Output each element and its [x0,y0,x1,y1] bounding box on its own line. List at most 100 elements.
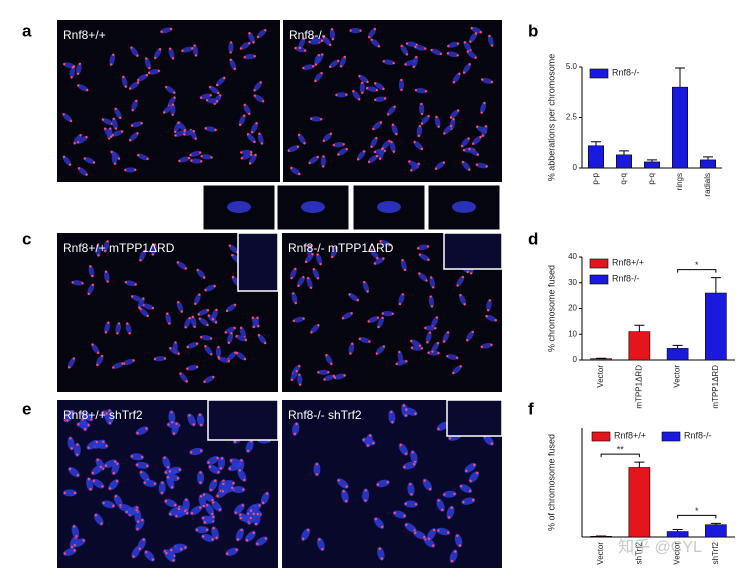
inset [207,399,279,441]
telomere [145,57,148,60]
telomere [165,551,168,555]
chromosome-body [218,356,230,363]
chromosome [196,268,206,279]
telomere [240,151,243,154]
telomere [314,79,317,83]
y-tick-label: 5.0 [566,62,578,71]
chromosome [375,345,386,355]
telomere [101,118,105,121]
chromosome-body [239,326,246,339]
telomere [479,135,482,139]
telomere [219,467,223,470]
chromosome [356,150,366,161]
chromosome-body [452,201,476,213]
telomere [449,116,453,119]
chromosome [90,464,103,476]
telomere [168,322,171,325]
chromosome-body [211,308,218,321]
telomere [128,87,132,90]
chromosome [297,133,306,145]
chromosome-body [184,317,192,329]
telomere [352,89,355,93]
telomere [417,134,421,138]
chromosome-body [257,334,267,345]
telomere [177,352,180,355]
chromosome-body [377,546,385,561]
telomere [177,301,180,304]
telomere [261,501,265,504]
chromosome-body [139,250,146,262]
telomere [390,140,393,144]
telomere [456,109,460,112]
bar [628,467,651,538]
telomere [234,511,238,514]
telomere [442,161,446,164]
telomere [382,87,385,91]
telomere [466,339,469,342]
chromosome [186,342,199,349]
telomere [420,102,423,106]
chromosome [413,140,424,151]
telomere [294,46,297,50]
chromosome-body [449,549,458,563]
telomere [337,153,340,156]
chromosome [168,506,181,517]
chromosome [92,478,105,489]
chromosome [325,353,333,366]
telomere [395,362,398,366]
telomere [172,432,176,435]
chromosome-body [186,342,199,349]
chromosome [164,498,178,508]
telomere [252,531,255,535]
telomere [158,48,162,51]
telomere [254,522,258,526]
telomere [306,528,310,532]
chromosome-body [238,514,253,522]
telomere [468,147,471,151]
telomere [136,463,139,467]
chromosome [217,456,226,471]
telomere [257,333,261,337]
chromosome [352,89,361,101]
telomere [70,76,73,79]
telomere [228,467,232,470]
telomere [380,525,384,529]
chromosome [468,471,480,483]
chromosome-body [330,246,338,258]
chromosome-body [83,157,95,164]
chromosome [125,322,132,335]
chromosome [297,373,303,386]
chromosome [330,246,338,259]
chromosome [109,53,116,66]
telomere [425,279,428,282]
legend-swatch [661,431,681,442]
chromosome [67,436,75,451]
chromosome [452,72,461,84]
telomere [231,253,234,257]
telomere [227,359,230,363]
telomere [471,498,475,502]
telomere [375,136,378,140]
telomere [356,158,360,161]
chromosome [320,155,326,168]
telomere [404,502,408,505]
telomere [258,132,261,135]
telomere [233,67,236,71]
telomere [105,444,108,448]
chromosome [328,59,340,68]
chromosome-body [349,27,362,34]
chromosome-body [352,90,361,101]
telomere [199,335,203,339]
chromosome-body [417,244,430,251]
chromosome-body [194,293,201,305]
chromosome-body [137,537,147,551]
chromosome-body [413,140,423,150]
bar [705,292,727,361]
telomere [314,63,317,66]
telomere [130,46,133,49]
chromosome [256,28,267,39]
telomere [221,490,225,493]
chromosome-body [158,480,166,495]
chromosome [203,375,215,383]
chromosome-body [139,307,149,318]
